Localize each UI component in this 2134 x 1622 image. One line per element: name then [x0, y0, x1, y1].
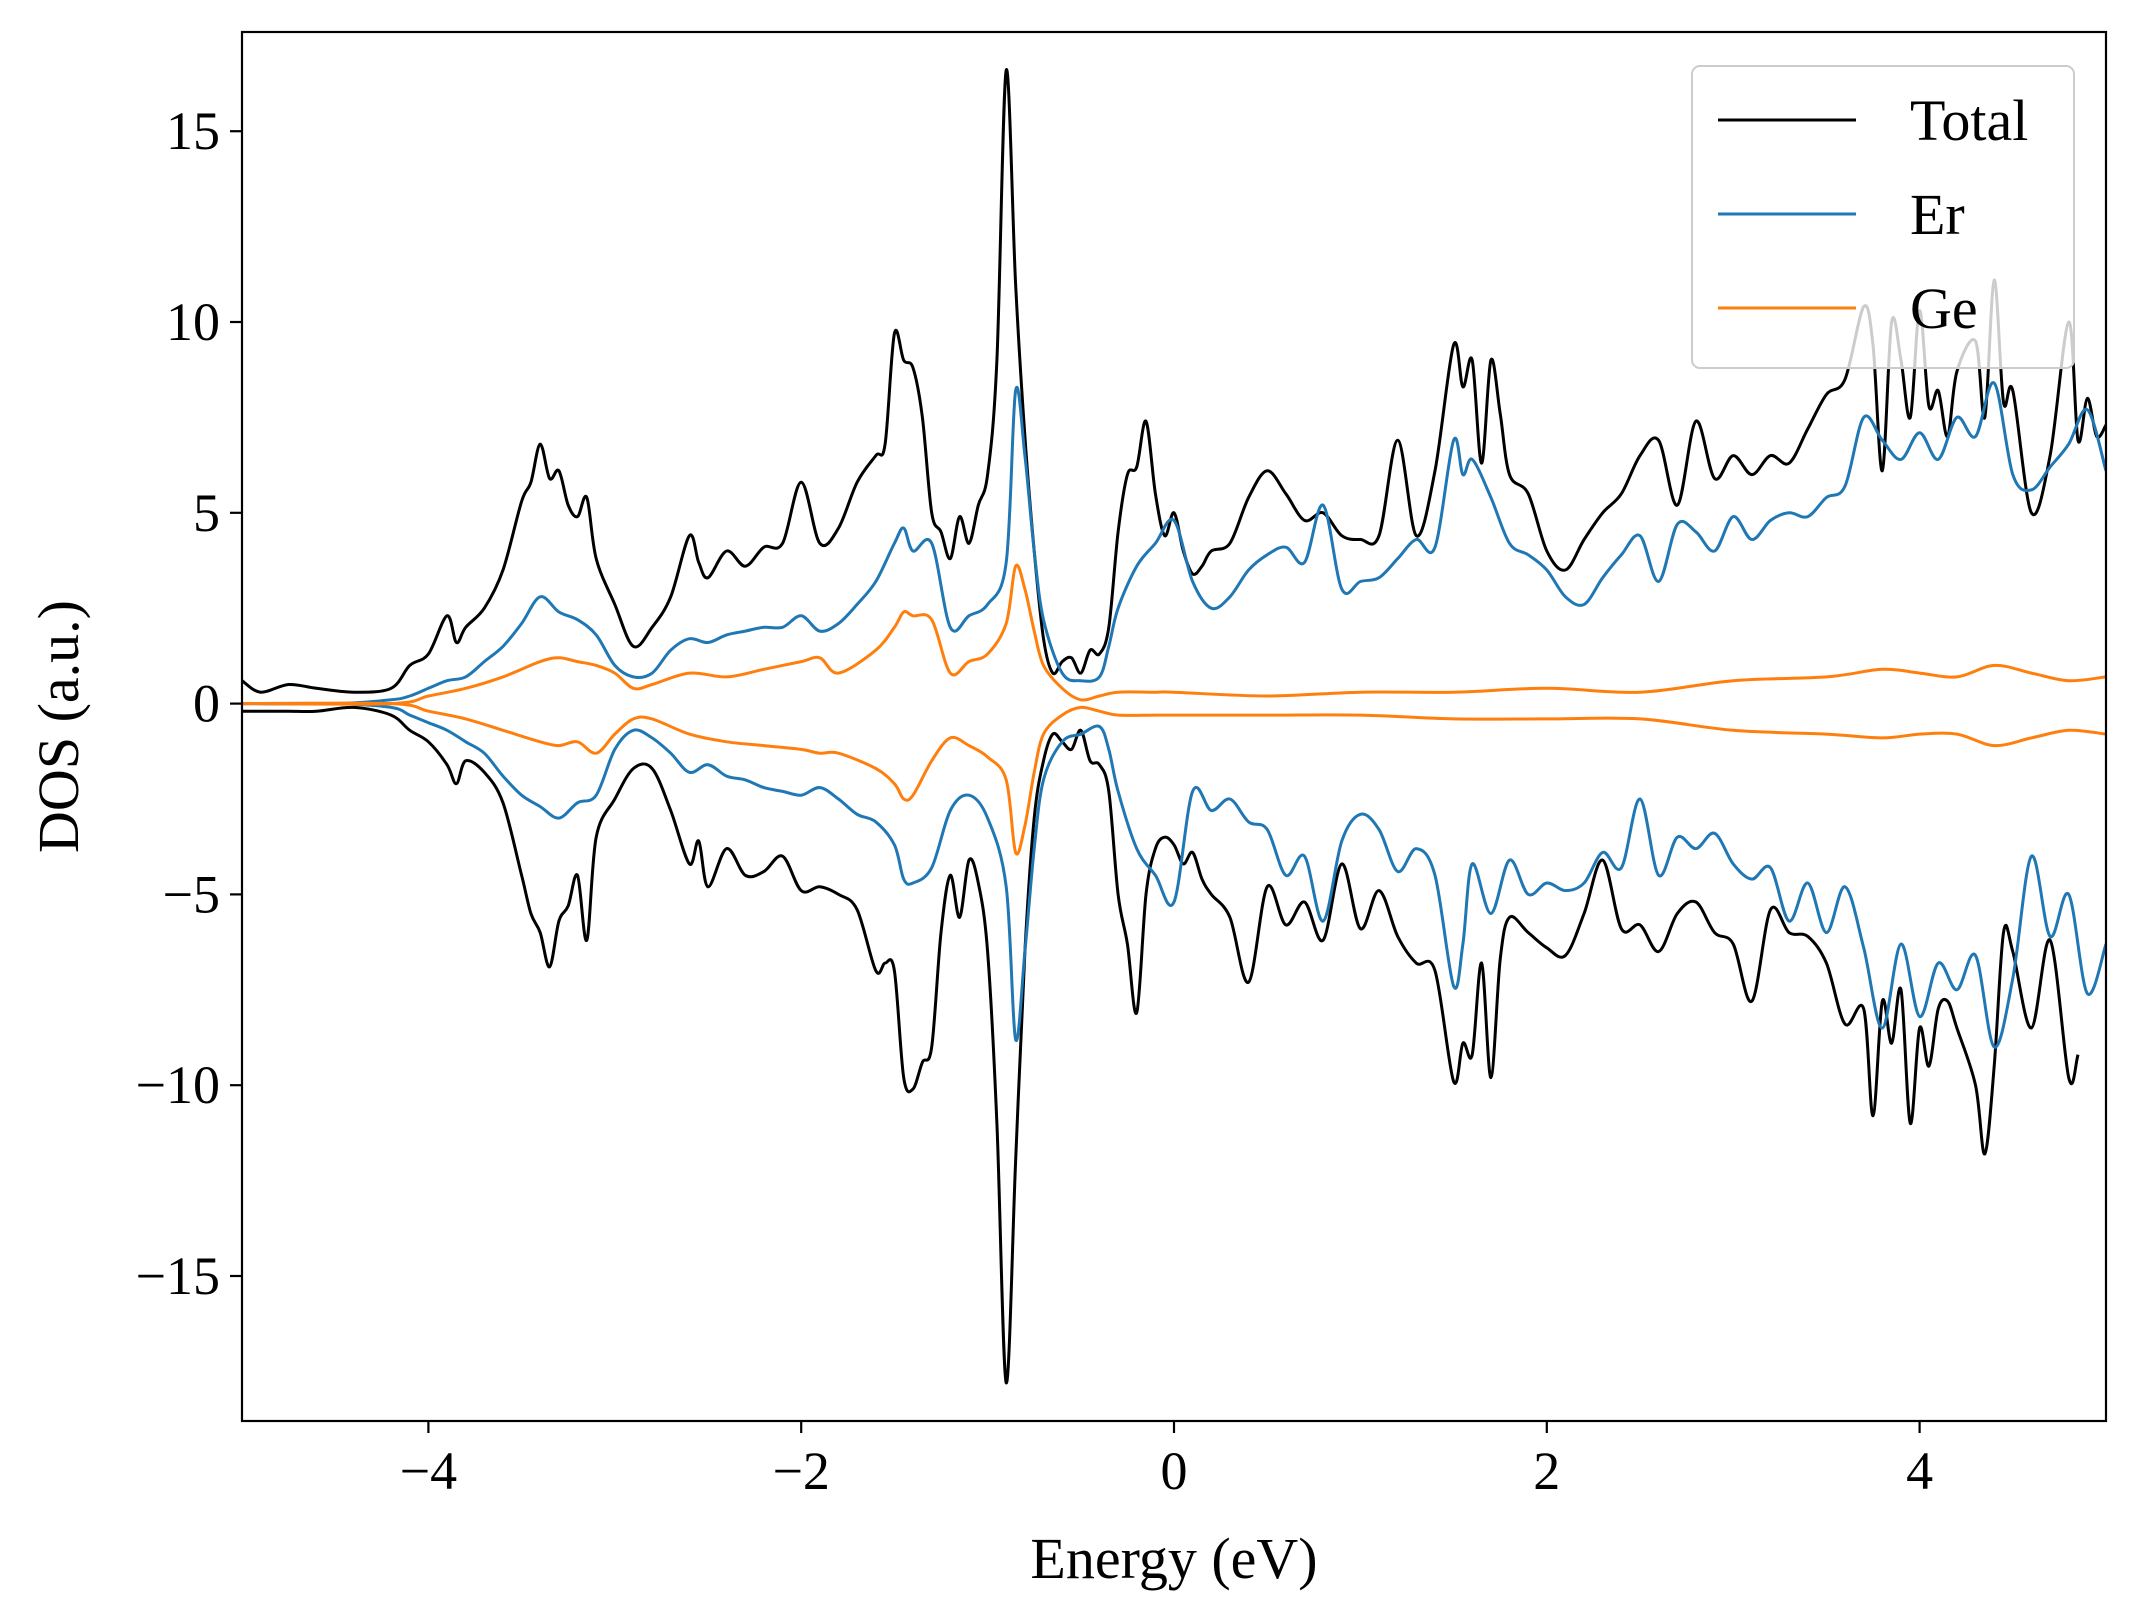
x-axis-label: Energy (eV)	[1030, 1526, 1317, 1591]
series-line-er-spin-down	[242, 701, 2106, 1049]
series-line-total-spin-up	[242, 68, 2106, 694]
y-tick-label: 10	[166, 292, 220, 352]
series-line-er-spin-up	[242, 381, 2106, 706]
x-tick-label: −4	[400, 1441, 457, 1501]
x-tick-label: 0	[1161, 1441, 1188, 1501]
legend-label-ge: Ge	[1910, 276, 1978, 341]
legend-label-er: Er	[1910, 182, 1965, 247]
y-tick-label: 15	[166, 101, 220, 161]
x-tick-label: 4	[1906, 1441, 1933, 1501]
y-tick-label: −10	[136, 1055, 220, 1115]
y-tick-label: 5	[193, 483, 220, 543]
y-axis-label: DOS (a.u.)	[26, 600, 91, 853]
legend-box	[1691, 65, 2075, 369]
lines-layer	[242, 68, 2106, 1385]
series-line-ge-spin-up	[242, 563, 2106, 706]
x-tick-label: 2	[1533, 1441, 1560, 1501]
legend-label-total: Total	[1910, 88, 2028, 153]
y-tick-label: −15	[136, 1246, 220, 1306]
legend: Total Er Ge	[1691, 65, 2075, 369]
axes-layer: −4 −2 0 2 4 −15 −10 −5 0 5 10 15	[136, 30, 2108, 1501]
series-line-total-spin-down	[242, 705, 2080, 1385]
y-tick-label: 0	[193, 674, 220, 734]
x-tick-label: −2	[772, 1441, 829, 1501]
series-line-ge-spin-down	[242, 701, 2106, 856]
y-tick-label: −5	[163, 864, 220, 924]
